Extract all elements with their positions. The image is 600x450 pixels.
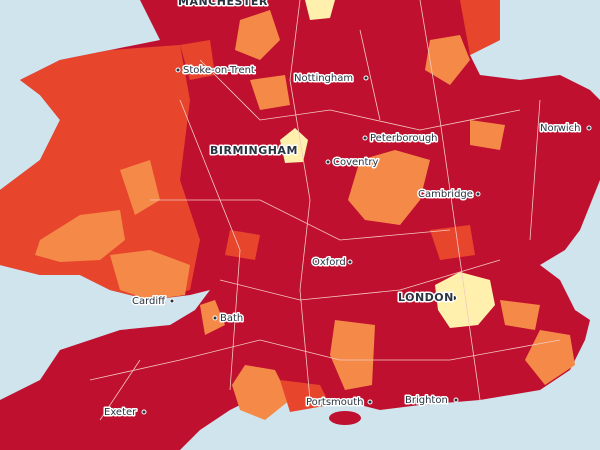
city-dot bbox=[451, 295, 457, 301]
district-borders bbox=[89, 0, 561, 421]
city-label: Brighton bbox=[405, 395, 448, 406]
city-dot bbox=[475, 191, 481, 197]
city-dot bbox=[175, 67, 181, 73]
city-label: Cambridge bbox=[418, 189, 473, 200]
city-dot bbox=[453, 397, 459, 403]
city-label: Norwich bbox=[540, 123, 581, 134]
isle-of-wight bbox=[329, 411, 361, 425]
city-label: Coventry bbox=[333, 157, 379, 168]
city-dot bbox=[586, 125, 592, 131]
city-dot bbox=[289, 148, 295, 154]
city-dot bbox=[367, 399, 373, 405]
city-label: Portsmouth bbox=[306, 397, 364, 408]
city-dot bbox=[325, 159, 331, 165]
city-label: Exeter bbox=[104, 407, 137, 418]
city-dot bbox=[362, 135, 368, 141]
city-dot bbox=[141, 409, 147, 415]
city-dot bbox=[347, 259, 353, 265]
city-label: Cardiff bbox=[132, 296, 166, 307]
city-dot bbox=[363, 75, 369, 81]
city-label: Oxford bbox=[312, 257, 346, 268]
city-label: Nottingham bbox=[294, 73, 353, 84]
city-label: Bath bbox=[220, 313, 243, 324]
red-orange-districts bbox=[180, 0, 500, 412]
city-label: LONDON bbox=[398, 291, 454, 304]
city-dot bbox=[212, 315, 218, 321]
city-dot bbox=[169, 298, 175, 304]
city-label: MANCHESTER bbox=[178, 0, 268, 8]
city-label: BIRMINGHAM bbox=[210, 144, 298, 157]
city-labels: MANCHESTER Stoke-on-Trent Nottingham Nor… bbox=[103, 0, 592, 420]
city-label: Stoke-on-Trent bbox=[183, 65, 255, 76]
city-label: Peterborough bbox=[370, 133, 438, 144]
yellow-districts bbox=[280, 0, 495, 328]
